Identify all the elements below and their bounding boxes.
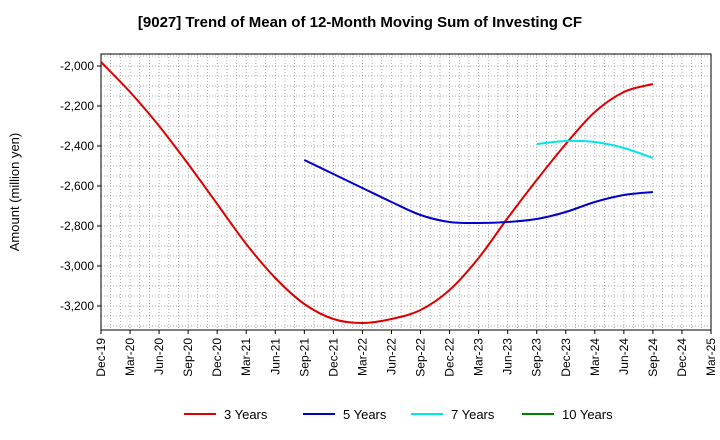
chart-title: [9027] Trend of Mean of 12-Month Moving …: [137, 14, 583, 31]
x-tick-label: Dec-21: [326, 338, 340, 377]
series-lines: [100, 61, 654, 325]
x-tick-label: Sep-20: [181, 338, 195, 377]
x-tick-label: Jun-24: [617, 338, 631, 375]
x-tick-label: Dec-22: [443, 338, 457, 377]
x-tick-label: Mar-25: [704, 338, 718, 376]
x-tick-label: Mar-22: [355, 338, 369, 376]
legend: 3 Years 5 Years 7 Years 10 Years: [184, 407, 613, 422]
series-line-5-years: [303, 159, 654, 225]
y-tick-label: -2,200: [60, 99, 94, 113]
legend-label: 7 Years: [451, 407, 495, 422]
series-line-3-years: [100, 61, 654, 325]
x-tick-label: Jun-21: [268, 338, 282, 375]
x-tick-label: Sep-21: [297, 338, 311, 377]
x-tick-label: Jun-20: [152, 338, 166, 375]
y-tick-label: -2,600: [60, 179, 94, 193]
y-tick-label: -3,000: [60, 259, 94, 273]
grid-lines: [101, 54, 711, 330]
y-tick-label: -2,400: [60, 139, 94, 153]
x-tick-label: Mar-20: [123, 338, 137, 376]
x-tick-label: Dec-23: [559, 338, 573, 377]
x-tick-label: Dec-24: [675, 338, 689, 377]
x-tick-label: Dec-20: [210, 338, 224, 377]
plot-frame: [100, 53, 712, 331]
series-line-7-years: [536, 139, 654, 159]
legend-label: 5 Years: [343, 407, 387, 422]
y-axis-ticks: -2,000 -2,200 -2,400 -2,600 -2,800 -3,000 -3,2…: [60, 59, 101, 313]
x-axis-ticks: Dec-19 Mar-20 Jun-20 Sep-20 Dec-20 Mar-21 Jun-…: [94, 330, 718, 377]
x-tick-label: Jun-23: [501, 338, 515, 375]
y-tick-label: -3,200: [60, 299, 94, 313]
x-tick-label: Dec-19: [94, 338, 108, 377]
legend-label: 10 Years: [562, 407, 613, 422]
y-axis-label: Amount (million yen): [7, 133, 22, 252]
x-tick-label: Sep-22: [414, 338, 428, 377]
x-tick-label: Sep-23: [530, 338, 544, 377]
y-tick-label: -2,000: [60, 59, 94, 73]
x-tick-label: Mar-21: [239, 338, 253, 376]
x-tick-label: Mar-23: [472, 338, 486, 376]
x-tick-label: Mar-24: [588, 338, 602, 376]
x-tick-label: Jun-22: [384, 338, 398, 375]
y-tick-label: -2,800: [60, 219, 94, 233]
legend-label: 3 Years: [224, 407, 268, 422]
x-tick-label: Sep-24: [646, 338, 660, 377]
